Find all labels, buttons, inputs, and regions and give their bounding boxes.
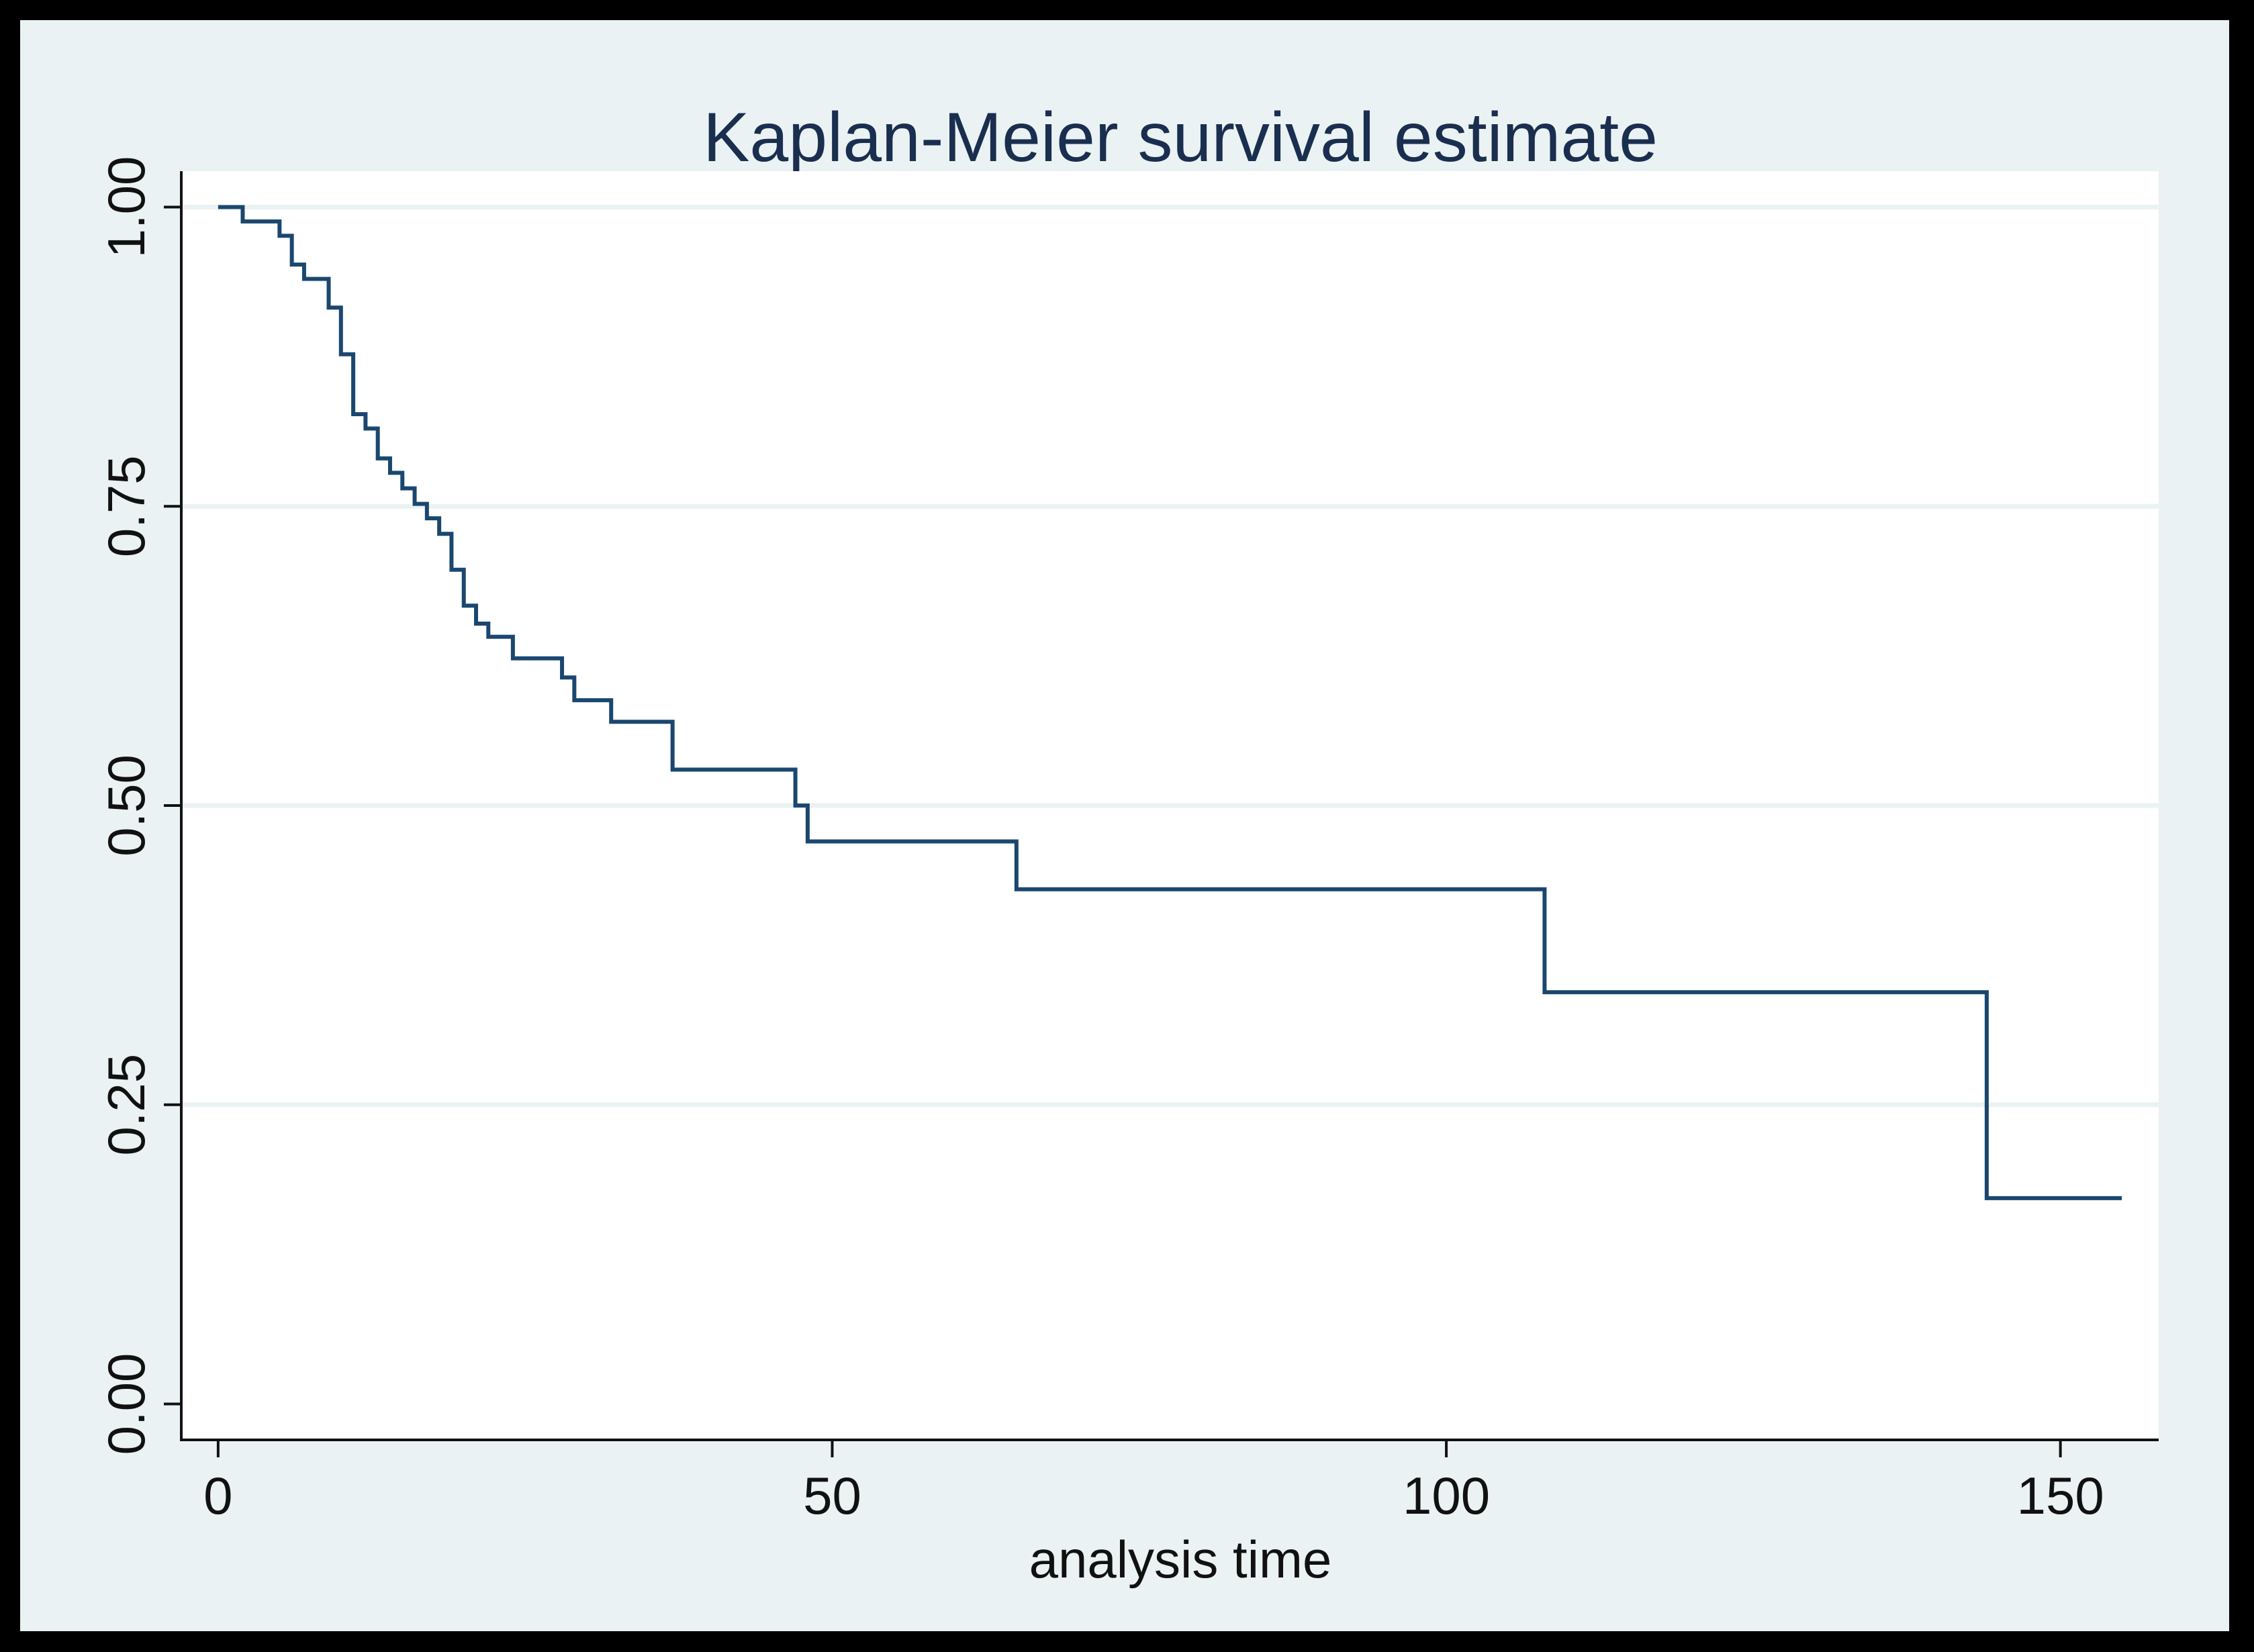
- y-tick-label-1: 0.25: [97, 1054, 156, 1156]
- y-tick-label-3: 0.75: [97, 455, 156, 557]
- chart-frame: Kaplan-Meier survival estimate 0.00 0.25 0…: [20, 20, 2229, 1631]
- x-axis-title: analysis time: [1029, 1530, 1332, 1589]
- x-axis-ticks: 0 50 100 150: [203, 1440, 2104, 1525]
- grid-lines: [181, 204, 2159, 1108]
- y-tick-label-0: 0.00: [97, 1353, 156, 1455]
- x-tick-label-2: 100: [1403, 1466, 1490, 1525]
- x-tick-label-0: 0: [203, 1466, 232, 1525]
- y-tick-label-4: 1.00: [97, 156, 156, 258]
- x-tick-label-3: 150: [2017, 1466, 2104, 1525]
- x-tick-label-1: 50: [803, 1466, 861, 1525]
- survival-curve: [218, 205, 2122, 1200]
- km-chart: Kaplan-Meier survival estimate 0.000.250…: [97, 99, 2159, 1589]
- y-axis-ticks: 0.00 0.25 0.50 0.75 1.00: [97, 156, 181, 1455]
- chart-title: Kaplan-Meier survival estimate: [703, 99, 1658, 177]
- y-tick-label-2: 0.50: [97, 755, 156, 857]
